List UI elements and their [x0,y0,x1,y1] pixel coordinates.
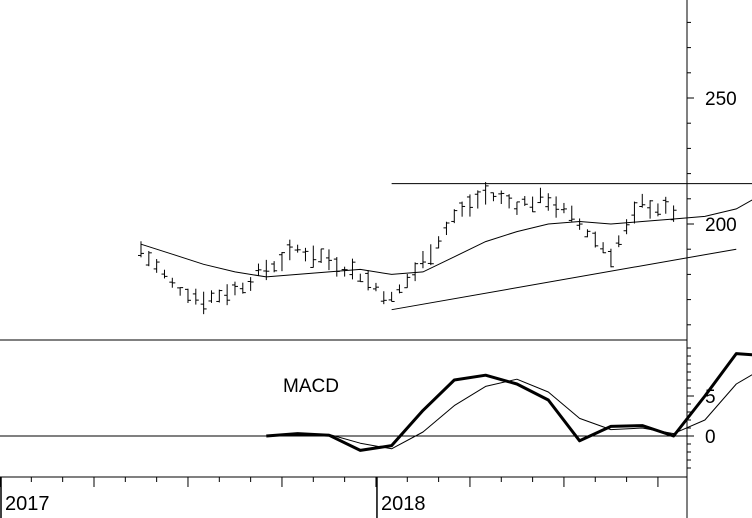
price-y-tick-label: 250 [705,89,737,110]
trendline [391,248,737,311]
macd-line [266,352,752,452]
indicator-y-tick-label: 0 [705,427,716,448]
indicator-label: MACD [283,376,339,397]
indicator-panel: MACD [0,352,752,452]
price-panel [137,182,752,315]
indicator-y-tick-label: 5 [705,387,716,408]
year-label: 2018 [381,493,426,515]
macd-signal-line [266,374,752,450]
price-y-tick-label: 200 [705,215,737,236]
year-label: 2017 [5,493,50,515]
moving-average-line [140,199,752,278]
